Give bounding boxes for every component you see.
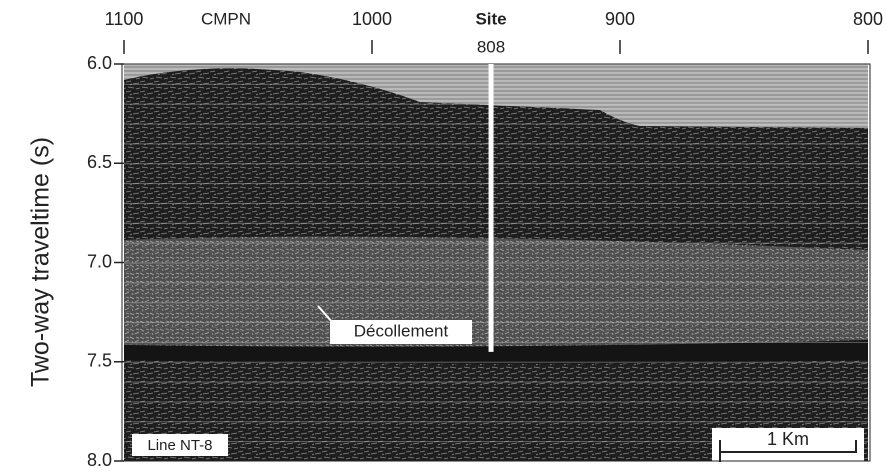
y-tick-label: 7.0 bbox=[87, 251, 112, 271]
x-tick-label: 1100 bbox=[105, 9, 144, 29]
decollement-box bbox=[330, 320, 472, 344]
x-tick-label: 1000 bbox=[352, 9, 392, 29]
site-title: Site bbox=[475, 9, 506, 28]
x-axis-label: CMPN bbox=[201, 9, 251, 28]
scale-label: 1 Km bbox=[767, 429, 809, 449]
decollement-label: Décollement bbox=[354, 321, 449, 340]
y-tick-label: 8.0 bbox=[87, 450, 112, 470]
scale-box bbox=[712, 428, 864, 462]
timing-lines bbox=[124, 64, 868, 461]
line-label-box bbox=[132, 434, 228, 456]
decollement-arrow bbox=[317, 305, 333, 323]
seismic-section bbox=[124, 64, 868, 461]
x-tick-label: 800 bbox=[853, 9, 883, 29]
y-axis-label: Two-way traveltime (s) bbox=[27, 137, 55, 387]
y-tick-label: 6.5 bbox=[87, 152, 112, 172]
y-tick-label: 6.0 bbox=[87, 53, 112, 73]
y-tick-label: 7.5 bbox=[87, 351, 112, 371]
scale-bar bbox=[719, 440, 857, 462]
x-tick-label: 900 bbox=[605, 9, 635, 29]
line-label: Line NT-8 bbox=[147, 437, 212, 454]
site-number: 808 bbox=[477, 37, 505, 56]
